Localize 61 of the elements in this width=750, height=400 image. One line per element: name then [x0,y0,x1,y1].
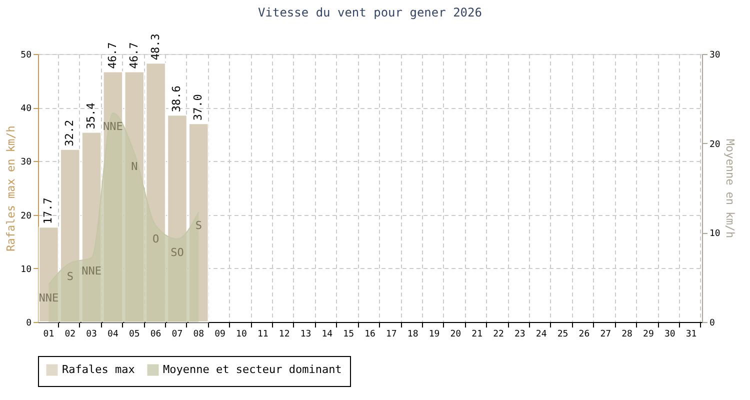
y-tick-label: 10 [20,264,32,275]
x-tick-label: 07 [172,330,183,340]
x-tick-label: 28 [622,330,632,340]
x-tick-label: 06 [150,330,162,340]
x-tick-label: 20 [450,330,462,340]
y2-tick-label: 10 [710,229,720,240]
y2-tick-label: 20 [710,140,720,150]
x-tick-label: 22 [493,330,504,340]
x-tick-label: 10 [236,330,247,340]
data-label: S [195,219,202,232]
x-tick-label: 15 [343,330,354,340]
x-tick-label: 12 [278,330,290,340]
data-label: 46.7 [106,42,119,69]
x-tick-label: 30 [664,330,676,340]
y-tick-label: 0 [26,318,32,328]
x-tick-label: 19 [428,330,440,340]
legend-label: Moyenne et secteur dominant [163,363,342,376]
data-label: 35.4 [84,102,98,130]
x-tick-label: 04 [108,330,118,340]
x-tick-label: 29 [643,330,654,340]
x-tick-label: 01 [43,330,54,340]
x-tick-label: 02 [64,330,76,340]
x-tick-label: 09 [214,330,226,340]
x-tick-label: 14 [322,330,333,340]
data-label: N [131,160,138,174]
x-tick-label: 08 [193,330,204,340]
x-tick-label: 05 [128,330,140,340]
data-label: 37.0 [192,94,205,121]
y-tick-label: 20 [20,211,32,222]
data-label: 32.2 [63,120,76,146]
y2-tick-label: 30 [710,50,720,60]
y2-axis-title: Moyenne en km/h [723,138,736,238]
y-tick-label: 50 [20,50,32,60]
x-tick-label: 27 [600,330,612,340]
x-tick-label: 03 [86,330,97,340]
y-tick-label: 40 [20,104,32,114]
data-label: 48.3 [148,34,162,60]
x-tick-label: 13 [300,330,312,340]
y-axis-title: Rafales max en km/h [4,126,18,252]
x-tick-label: 24 [536,330,547,340]
x-tick-label: 25 [557,330,568,340]
y2-tick-label: 0 [710,318,715,328]
chart-title: Vitesse du vent pour gener 2026 [258,6,482,20]
legend-label: Rafales max [62,363,136,376]
x-tick-label: 21 [472,330,483,340]
x-tick-label: 31 [686,330,697,340]
x-tick-label: 11 [257,330,268,340]
data-label: NNE [38,291,59,304]
x-tick-label: 26 [578,330,590,340]
y-tick-label: 30 [20,158,32,168]
x-tick-label: 23 [514,330,526,340]
data-label: SO [170,246,184,259]
data-label: S [66,270,74,284]
x-tick-label: 17 [386,330,397,340]
data-label: O [152,232,160,246]
data-label: 46.7 [127,42,140,69]
data-label: 38.6 [170,86,184,112]
data-label: NNE [82,264,102,278]
data-label: 17.7 [42,198,55,224]
x-tick-label: 18 [407,330,418,340]
x-tick-label: 16 [364,330,376,340]
